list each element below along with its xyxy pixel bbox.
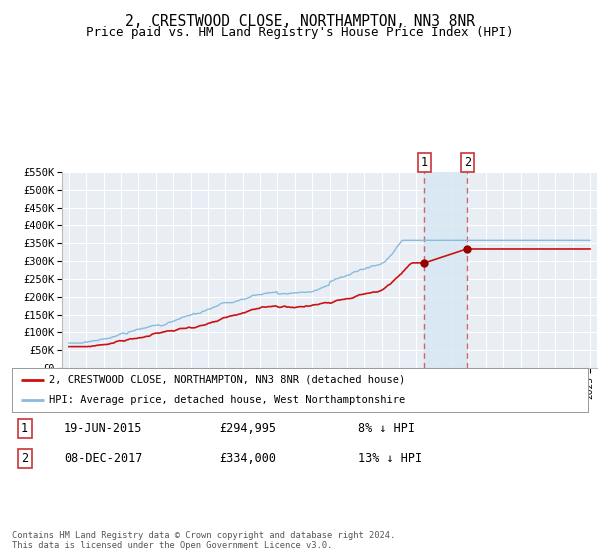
Text: 2, CRESTWOOD CLOSE, NORTHAMPTON, NN3 8NR: 2, CRESTWOOD CLOSE, NORTHAMPTON, NN3 8NR <box>125 14 475 29</box>
Text: 08-DEC-2017: 08-DEC-2017 <box>64 452 142 465</box>
Text: 2: 2 <box>464 156 471 169</box>
Text: Price paid vs. HM Land Registry's House Price Index (HPI): Price paid vs. HM Land Registry's House … <box>86 26 514 39</box>
Text: HPI: Average price, detached house, West Northamptonshire: HPI: Average price, detached house, West… <box>49 395 406 405</box>
Text: 19-JUN-2015: 19-JUN-2015 <box>64 422 142 435</box>
Text: 2, CRESTWOOD CLOSE, NORTHAMPTON, NN3 8NR (detached house): 2, CRESTWOOD CLOSE, NORTHAMPTON, NN3 8NR… <box>49 375 406 385</box>
Text: 13% ↓ HPI: 13% ↓ HPI <box>358 452 422 465</box>
Bar <box>424 172 467 368</box>
Text: 1: 1 <box>21 422 28 435</box>
Text: 8% ↓ HPI: 8% ↓ HPI <box>358 422 415 435</box>
Text: 1: 1 <box>421 156 428 169</box>
Text: £294,995: £294,995 <box>220 422 277 435</box>
Text: £334,000: £334,000 <box>220 452 277 465</box>
Text: Contains HM Land Registry data © Crown copyright and database right 2024.
This d: Contains HM Land Registry data © Crown c… <box>12 531 395 550</box>
Text: 2: 2 <box>21 452 28 465</box>
